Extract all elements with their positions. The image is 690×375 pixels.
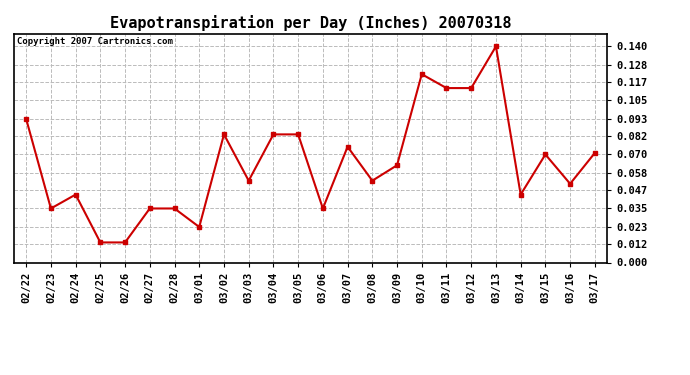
Title: Evapotranspiration per Day (Inches) 20070318: Evapotranspiration per Day (Inches) 2007… [110, 15, 511, 31]
Text: Copyright 2007 Cartronics.com: Copyright 2007 Cartronics.com [17, 37, 172, 46]
